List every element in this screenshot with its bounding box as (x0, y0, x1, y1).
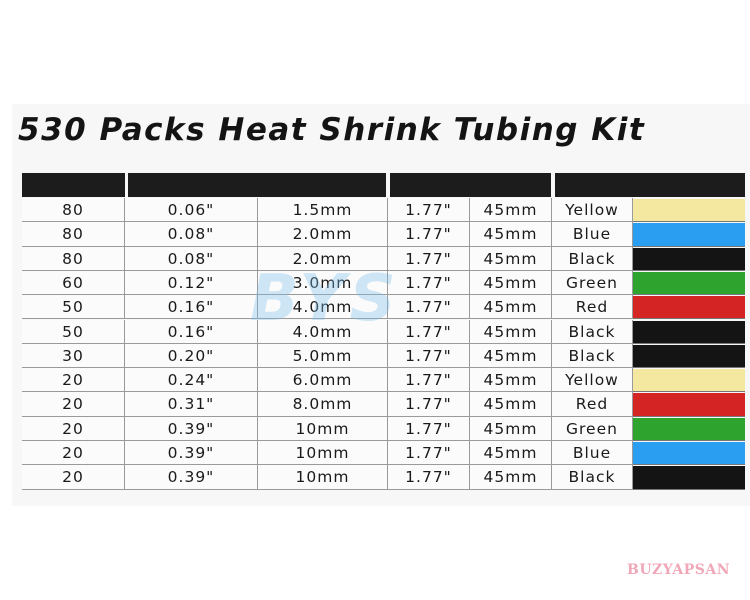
header-cell (128, 173, 386, 197)
table-cell: Yellow (552, 198, 633, 223)
table-cell: 45mm (470, 295, 552, 320)
table-cell: 0.06" (125, 198, 258, 223)
table-cell: 0.24" (125, 368, 258, 393)
table-cell: 1.77" (388, 295, 470, 320)
table-cell: 45mm (470, 319, 552, 344)
table-cell: 1.77" (388, 343, 470, 369)
table-cell: 3.0mm (258, 270, 388, 296)
table-cell: 6.0mm (258, 368, 388, 393)
table-cell: 20 (22, 392, 125, 417)
table-cell: Green (552, 270, 633, 296)
table-cell: Black (552, 246, 633, 271)
table-cell: 20 (22, 441, 125, 466)
table-cell: Black (552, 343, 633, 369)
table-cell: Blue (552, 441, 633, 466)
watermark: BYS (250, 262, 400, 336)
table-cell: 1.77" (388, 441, 470, 466)
table-cell: 45mm (470, 441, 552, 466)
table-cell: 80 (22, 222, 125, 247)
table-cell: 0.16" (125, 319, 258, 344)
header-cell (390, 173, 551, 197)
table-cell: 50 (22, 295, 125, 320)
table-cell: 1.77" (388, 416, 470, 441)
table-cell: Yellow (552, 368, 633, 393)
color-swatch (633, 344, 745, 369)
table-cell: 80 (22, 246, 125, 271)
color-swatch (633, 442, 745, 466)
table-cell: Green (552, 416, 633, 441)
color-swatch (633, 199, 745, 223)
table-cell: 2.0mm (258, 222, 388, 247)
table-cell: 45mm (470, 222, 552, 247)
table-cell: 80 (22, 198, 125, 223)
table-cell: Black (552, 319, 633, 344)
table-cell: 0.08" (125, 246, 258, 271)
color-swatch (633, 320, 745, 344)
table-cell: 45mm (470, 368, 552, 393)
table-cell: 5.0mm (258, 343, 388, 369)
color-swatch (633, 466, 745, 490)
table-cell: 60 (22, 270, 125, 296)
table-cell: 1.77" (388, 392, 470, 417)
table-cell: 0.08" (125, 222, 258, 247)
color-swatch (633, 417, 745, 441)
table-cell: 10mm (258, 465, 388, 490)
table-cell: 45mm (470, 246, 552, 271)
table-cell: 2.0mm (258, 246, 388, 271)
table-cell: Red (552, 295, 633, 320)
table-cell: 1.77" (388, 198, 470, 223)
table-cell: 45mm (470, 416, 552, 441)
table-cell: 20 (22, 465, 125, 490)
table-cell: 45mm (470, 465, 552, 490)
table-cell: 45mm (470, 392, 552, 417)
table-cell: 0.12" (125, 270, 258, 296)
color-swatch (633, 369, 745, 393)
table-cell: Red (552, 392, 633, 417)
table-cell: 50 (22, 319, 125, 344)
header-cell (22, 173, 125, 197)
table-cell: 0.20" (125, 343, 258, 369)
table-cell: 0.31" (125, 392, 258, 417)
table-cell: 0.39" (125, 441, 258, 466)
title: 530 Packs Heat Shrink Tubing Kit (18, 112, 646, 148)
table-cell: 1.77" (388, 465, 470, 490)
table-cell: 0.16" (125, 295, 258, 320)
table-cell: 45mm (470, 343, 552, 369)
table-cell: 20 (22, 368, 125, 393)
table-cell: 1.77" (388, 246, 470, 271)
table-cell: 45mm (470, 198, 552, 223)
table-cell: 45mm (470, 270, 552, 296)
color-swatch (633, 393, 745, 417)
table-cell: 10mm (258, 441, 388, 466)
header-cell (555, 173, 745, 197)
color-swatch (633, 271, 745, 296)
color-swatch (633, 223, 745, 247)
table-cell: 1.77" (388, 222, 470, 247)
table-cell: 8.0mm (258, 392, 388, 417)
table-cell: Black (552, 465, 633, 490)
table-cell: Blue (552, 222, 633, 247)
table-cell: 0.39" (125, 416, 258, 441)
table-cell: 4.0mm (258, 295, 388, 320)
table-cell: 0.39" (125, 465, 258, 490)
brand: BUZYAPSAN (627, 562, 731, 578)
table-cell: 1.77" (388, 368, 470, 393)
table-cell: 1.77" (388, 270, 470, 296)
table-cell: 1.5mm (258, 198, 388, 223)
table-cell: 30 (22, 343, 125, 369)
table-cell: 20 (22, 416, 125, 441)
table-cell: 10mm (258, 416, 388, 441)
color-swatch (633, 296, 745, 320)
table-cell: 1.77" (388, 319, 470, 344)
color-swatch (633, 247, 745, 271)
table-cell: 4.0mm (258, 319, 388, 344)
